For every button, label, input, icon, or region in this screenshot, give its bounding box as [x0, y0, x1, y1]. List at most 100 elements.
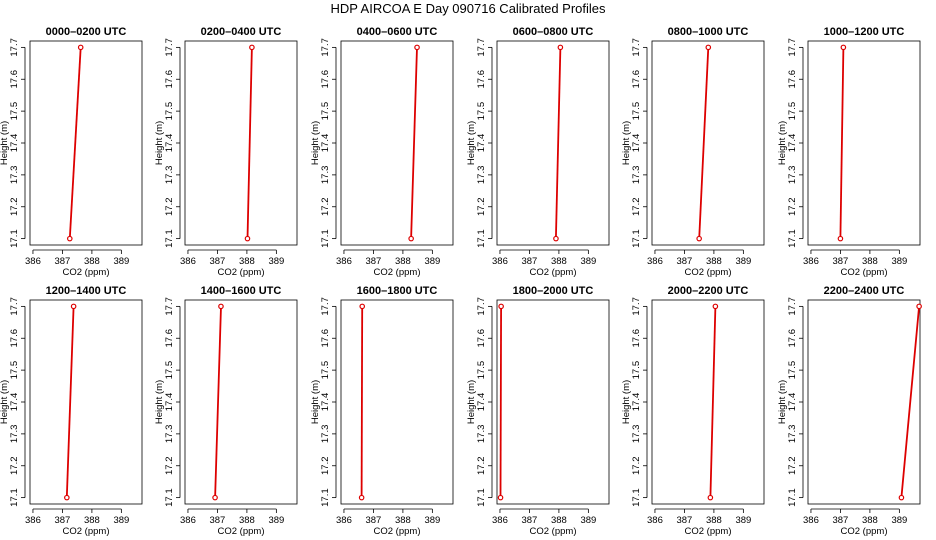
x-tick-label: 386	[336, 515, 352, 526]
x-tick-label: 387	[676, 515, 692, 526]
plot-frame	[651, 40, 765, 246]
y-axis-label: Height (m)	[466, 380, 477, 424]
x-tick-label: 389	[268, 256, 284, 267]
y-tick-label: 17.3	[9, 166, 20, 185]
y-tick-label: 17.2	[631, 198, 642, 217]
x-tick-label: 388	[551, 256, 567, 267]
y-tick-label: 17.5	[476, 102, 487, 121]
y-axis-label: Height (m)	[466, 121, 477, 165]
x-tick-label: 386	[492, 515, 508, 526]
y-tick-label: 17.5	[9, 361, 20, 380]
data-point	[359, 303, 366, 310]
y-tick-label: 17.7	[320, 297, 331, 316]
y-tick-label: 17.5	[320, 361, 331, 380]
y-tick-label: 17.2	[787, 198, 798, 217]
y-tick-label: 17.7	[476, 38, 487, 57]
y-tick-label: 17.3	[787, 166, 798, 185]
plot-frame	[807, 40, 921, 246]
y-tick-label: 17.4	[320, 134, 331, 153]
y-tick-label: 17.4	[164, 134, 175, 153]
y-tick-label: 17.6	[9, 329, 20, 348]
panel-title: 0000–0200 UTC	[46, 26, 127, 38]
y-axis-label: Height (m)	[310, 121, 321, 165]
x-tick-label: 388	[239, 515, 255, 526]
panel-title: 0800–1000 UTC	[668, 26, 749, 38]
data-point	[837, 235, 844, 242]
y-tick-label: 17.4	[787, 393, 798, 412]
y-tick-label: 17.4	[320, 393, 331, 412]
x-axis-label: CO2 (ppm)	[63, 526, 110, 537]
x-axis-label: CO2 (ppm)	[374, 526, 421, 537]
data-point	[64, 494, 70, 501]
y-tick-label: 17.6	[476, 329, 487, 348]
x-tick-label: 386	[803, 256, 819, 267]
x-tick-label: 386	[336, 256, 352, 267]
x-tick-label: 386	[180, 515, 196, 526]
x-axis-label: CO2 (ppm)	[530, 526, 577, 537]
y-tick-label: 17.7	[164, 38, 175, 57]
y-tick-label: 17.2	[631, 457, 642, 476]
y-tick-label: 17.7	[164, 297, 175, 316]
y-tick-label: 17.2	[476, 457, 487, 476]
y-axis-label: Height (m)	[154, 121, 165, 165]
x-tick-label: 387	[832, 515, 848, 526]
x-tick-label: 388	[395, 515, 411, 526]
panel-title: 0200–0400 UTC	[201, 26, 282, 38]
x-tick-label: 388	[84, 256, 100, 267]
panel-title: 1400–1600 UTC	[201, 285, 282, 297]
y-tick-label: 17.3	[320, 166, 331, 185]
y-tick-label: 17.7	[9, 38, 20, 57]
x-tick-label: 388	[862, 256, 878, 267]
y-tick-label: 17.1	[164, 488, 175, 507]
x-tick-label: 389	[735, 256, 751, 267]
y-tick-label: 17.6	[320, 70, 331, 89]
data-point	[70, 303, 77, 310]
y-tick-label: 17.2	[320, 198, 331, 217]
data-point	[840, 44, 847, 51]
plot-frame	[184, 40, 298, 246]
y-tick-label: 17.7	[631, 38, 642, 57]
x-tick-label: 386	[25, 256, 41, 267]
y-tick-label: 17.6	[631, 70, 642, 89]
y-tick-label: 17.4	[9, 134, 20, 153]
profile-line	[214, 306, 222, 498]
x-tick-label: 389	[580, 256, 596, 267]
y-tick-label: 17.4	[476, 393, 487, 412]
x-tick-label: 386	[647, 515, 663, 526]
x-tick-label: 389	[580, 515, 596, 526]
y-tick-label: 17.3	[164, 166, 175, 185]
y-tick-label: 17.1	[164, 229, 175, 248]
data-point	[77, 44, 84, 51]
data-point	[244, 235, 251, 242]
x-tick-label: 387	[54, 256, 70, 267]
data-point	[498, 303, 504, 310]
panel-title: 1200–1400 UTC	[46, 285, 127, 297]
y-tick-label: 17.4	[476, 134, 487, 153]
x-tick-label: 387	[521, 256, 537, 267]
profile-line	[360, 306, 364, 498]
y-tick-label: 17.6	[320, 329, 331, 348]
x-tick-label: 388	[84, 515, 100, 526]
profile-line	[698, 47, 710, 239]
y-tick-label: 17.5	[787, 361, 798, 380]
y-tick-label: 17.7	[787, 38, 798, 57]
y-tick-label: 17.1	[9, 488, 20, 507]
y-tick-label: 17.3	[476, 425, 487, 444]
plot-frame	[340, 299, 454, 505]
y-tick-label: 17.3	[320, 425, 331, 444]
x-tick-label: 386	[492, 256, 508, 267]
y-tick-label: 17.5	[164, 102, 175, 121]
x-tick-label: 387	[832, 256, 848, 267]
panel-title: 1600–1800 UTC	[357, 285, 438, 297]
x-tick-label: 387	[521, 515, 537, 526]
x-tick-label: 387	[54, 515, 70, 526]
y-axis-label: Height (m)	[777, 121, 788, 165]
profile-line	[410, 47, 418, 239]
data-point	[696, 235, 702, 242]
data-point	[707, 494, 714, 501]
x-tick-label: 386	[647, 256, 663, 267]
y-tick-label: 17.1	[320, 229, 331, 248]
profile-line	[499, 306, 503, 498]
data-point	[212, 494, 218, 501]
